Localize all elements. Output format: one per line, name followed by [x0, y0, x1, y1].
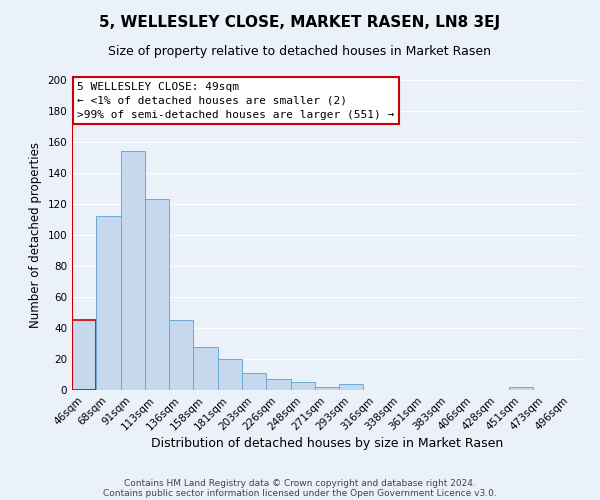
Bar	[193, 346, 218, 390]
Bar	[96, 216, 121, 390]
Bar	[290, 382, 315, 390]
Text: 5 WELLESLEY CLOSE: 49sqm
← <1% of detached houses are smaller (2)
>99% of semi-d: 5 WELLESLEY CLOSE: 49sqm ← <1% of detach…	[77, 82, 394, 120]
Bar	[145, 200, 169, 390]
Bar	[339, 384, 364, 390]
Text: Size of property relative to detached houses in Market Rasen: Size of property relative to detached ho…	[109, 45, 491, 58]
Bar	[266, 379, 290, 390]
Bar	[242, 373, 266, 390]
Y-axis label: Number of detached properties: Number of detached properties	[29, 142, 42, 328]
Text: Contains public sector information licensed under the Open Government Licence v3: Contains public sector information licen…	[103, 488, 497, 498]
Bar	[315, 387, 339, 390]
Bar	[169, 320, 193, 390]
Bar	[121, 152, 145, 390]
Text: Contains HM Land Registry data © Crown copyright and database right 2024.: Contains HM Land Registry data © Crown c…	[124, 478, 476, 488]
X-axis label: Distribution of detached houses by size in Market Rasen: Distribution of detached houses by size …	[151, 438, 503, 450]
Bar	[72, 320, 96, 390]
Bar	[509, 387, 533, 390]
Bar	[218, 359, 242, 390]
Text: 5, WELLESLEY CLOSE, MARKET RASEN, LN8 3EJ: 5, WELLESLEY CLOSE, MARKET RASEN, LN8 3E…	[100, 15, 500, 30]
